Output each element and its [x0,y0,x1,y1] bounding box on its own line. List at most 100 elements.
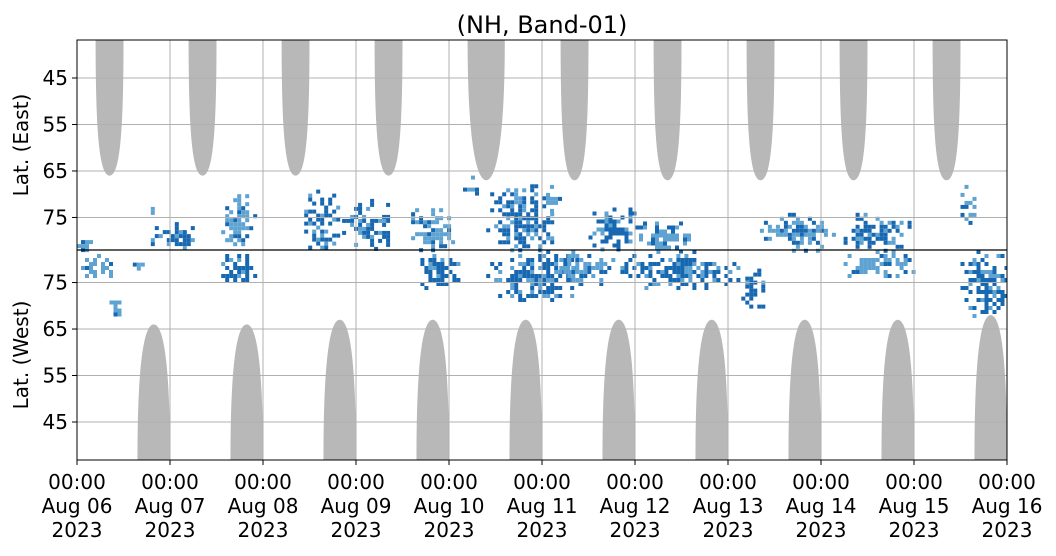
activity-cell [883,254,888,258]
activity-cell [324,245,329,250]
activity-cell [775,224,780,229]
activity-cell [612,243,617,248]
activity-cell [899,244,904,249]
activity-cell [859,266,864,270]
activity-cell [570,294,575,298]
activity-cell [542,254,547,258]
activity-cell [692,286,697,290]
activity-cell [328,197,333,202]
activity-cell [791,240,796,245]
activity-cell [522,240,527,245]
activity-cell [891,240,896,245]
activity-cell [427,236,432,241]
activity-cell [859,262,864,266]
activity-cell [439,208,444,213]
activity-cell [237,234,242,239]
activity-cell [672,262,677,266]
activity-cell [712,274,717,278]
activity-cell [109,270,113,274]
activity-cell [639,233,643,238]
activity-cluster [486,184,555,253]
activity-cell [486,228,491,233]
activity-cell [554,254,559,258]
activity-cell [753,292,758,297]
activity-cell [233,262,238,266]
y-tick-label: 65 [43,317,68,341]
activity-cell [494,224,499,229]
activity-cell [875,258,880,262]
activity-cell [221,262,226,266]
no-data-region [323,319,356,460]
activity-cell [992,278,997,282]
activity-cell [498,278,503,282]
activity-cell [530,196,535,201]
activity-cell [452,262,457,266]
activity-cell [439,236,444,241]
activity-cell [530,216,535,221]
activity-cell [229,210,234,215]
activity-cell [791,220,796,225]
activity-cell [370,222,375,227]
activity-cell [648,274,653,278]
activity-cell [984,294,989,298]
activity-cell [624,231,629,236]
activity-cell [712,262,717,266]
activity-cell [587,266,592,270]
activity-cell [109,274,113,278]
activity-cell [799,236,804,241]
activity-cell [903,262,908,266]
activity-cell [526,232,531,237]
activity-cell [350,222,355,227]
x-tick-label: 00:00 Aug 10 2023 [414,470,485,542]
activity-cell [428,262,433,266]
activity-cell [767,236,772,241]
activity-cell [563,258,568,262]
activity-cell [444,282,449,286]
activity-cell [308,221,313,226]
activity-cell [530,208,535,213]
activity-cell [891,236,896,241]
activity-cell [976,278,981,282]
activity-cell [530,270,535,274]
activity-cell [370,202,375,207]
activity-cell [787,224,792,229]
activity-cell [316,217,321,222]
activity-cell [704,266,709,270]
activity-cell [386,234,391,239]
activity-cell [724,274,729,278]
activity-cell [988,286,993,290]
activity-cell [907,258,912,262]
activity-cell [542,240,547,245]
activity-cell [498,196,503,201]
activity-cell [680,258,685,262]
activity-cell [883,232,888,237]
activity-cell [237,230,242,235]
activity-cell [771,228,776,233]
activity-cell [851,236,856,241]
activity-cell [712,278,717,282]
activity-cell [675,225,679,230]
activity-cluster [221,194,258,247]
activity-cell [316,189,321,194]
activity-cell [534,184,539,189]
activity-cell [667,225,671,230]
activity-cell [182,230,187,235]
activity-cluster [420,254,461,290]
activity-cell [514,224,519,229]
activity-cell [875,216,880,221]
activity-cell [439,244,444,249]
activity-cell [443,244,448,249]
activity-cell [431,220,436,225]
activity-cell [451,240,456,245]
activity-cell [382,218,387,223]
activity-cell [550,282,555,286]
activity-cell [424,286,429,290]
activity-cell [671,233,675,238]
activity-cell [692,250,697,254]
activity-cell [237,270,242,274]
activity-cell [603,270,608,274]
activity-cell [823,228,828,233]
activity-cell [237,202,242,207]
activity-cell [887,228,892,233]
activity-cell [358,210,363,215]
